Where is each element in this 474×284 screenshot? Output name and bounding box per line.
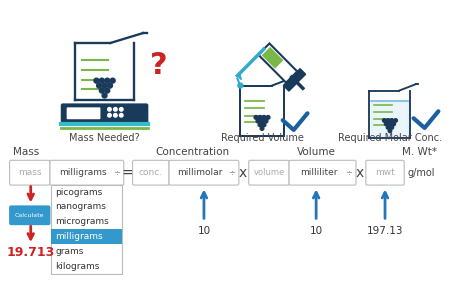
FancyBboxPatch shape bbox=[50, 160, 124, 185]
Text: ÷: ÷ bbox=[228, 168, 235, 177]
Text: =: = bbox=[122, 165, 135, 180]
Circle shape bbox=[386, 126, 390, 129]
Circle shape bbox=[97, 83, 101, 88]
Circle shape bbox=[258, 123, 262, 127]
Text: milliliter: milliliter bbox=[300, 168, 337, 177]
FancyBboxPatch shape bbox=[9, 205, 50, 225]
Text: M. Wt*: M. Wt* bbox=[402, 147, 437, 157]
FancyBboxPatch shape bbox=[249, 160, 289, 185]
Text: ?: ? bbox=[150, 51, 167, 80]
FancyBboxPatch shape bbox=[51, 229, 122, 244]
Circle shape bbox=[390, 126, 393, 129]
Text: g/mol: g/mol bbox=[408, 168, 435, 178]
FancyBboxPatch shape bbox=[133, 160, 169, 185]
Text: milligrams: milligrams bbox=[59, 168, 107, 177]
Circle shape bbox=[94, 78, 99, 83]
Text: 197.13: 197.13 bbox=[367, 226, 403, 236]
Circle shape bbox=[105, 88, 109, 93]
Circle shape bbox=[119, 114, 123, 117]
Circle shape bbox=[102, 83, 107, 88]
Circle shape bbox=[100, 78, 104, 83]
Circle shape bbox=[262, 116, 266, 119]
FancyBboxPatch shape bbox=[289, 160, 356, 185]
Circle shape bbox=[114, 108, 117, 111]
Text: 10: 10 bbox=[310, 226, 323, 236]
Text: picograms: picograms bbox=[55, 187, 102, 197]
Circle shape bbox=[254, 116, 258, 119]
Circle shape bbox=[262, 123, 266, 127]
Polygon shape bbox=[258, 43, 297, 83]
Text: Volume: Volume bbox=[296, 147, 335, 157]
Text: Required Volume: Required Volume bbox=[220, 133, 303, 143]
Circle shape bbox=[390, 119, 393, 122]
Polygon shape bbox=[237, 73, 241, 80]
Circle shape bbox=[105, 78, 109, 83]
Circle shape bbox=[384, 122, 388, 126]
Text: Required Molar Conc.: Required Molar Conc. bbox=[338, 133, 442, 143]
Circle shape bbox=[110, 78, 115, 83]
FancyBboxPatch shape bbox=[169, 160, 239, 185]
Circle shape bbox=[388, 129, 392, 133]
Polygon shape bbox=[262, 47, 283, 69]
Circle shape bbox=[266, 116, 270, 119]
Circle shape bbox=[108, 83, 112, 88]
Text: ÷: ÷ bbox=[113, 168, 120, 177]
Text: mwt: mwt bbox=[375, 168, 395, 177]
Text: conc.: conc. bbox=[139, 168, 163, 177]
Text: milligrams: milligrams bbox=[55, 232, 103, 241]
FancyBboxPatch shape bbox=[51, 185, 122, 274]
Polygon shape bbox=[283, 69, 306, 91]
Text: Calculate: Calculate bbox=[15, 213, 45, 218]
Text: Mass: Mass bbox=[13, 147, 39, 157]
Text: Concentration: Concentration bbox=[156, 147, 230, 157]
Text: millimolar: millimolar bbox=[177, 168, 223, 177]
Circle shape bbox=[260, 119, 264, 123]
Polygon shape bbox=[371, 91, 410, 137]
Text: nanograms: nanograms bbox=[55, 202, 106, 211]
Circle shape bbox=[383, 119, 386, 122]
Text: micrograms: micrograms bbox=[55, 217, 109, 226]
Text: mass: mass bbox=[18, 168, 42, 177]
Text: ÷: ÷ bbox=[345, 168, 352, 177]
Polygon shape bbox=[76, 44, 133, 99]
Circle shape bbox=[108, 114, 111, 117]
Text: kilograms: kilograms bbox=[55, 262, 100, 271]
Text: x: x bbox=[238, 166, 246, 180]
Circle shape bbox=[119, 108, 123, 111]
Circle shape bbox=[256, 119, 260, 123]
FancyBboxPatch shape bbox=[366, 160, 404, 185]
Circle shape bbox=[100, 88, 104, 93]
Text: x: x bbox=[356, 166, 364, 180]
Circle shape bbox=[258, 116, 262, 119]
Circle shape bbox=[102, 93, 107, 98]
FancyBboxPatch shape bbox=[67, 107, 100, 119]
FancyBboxPatch shape bbox=[9, 160, 50, 185]
Circle shape bbox=[264, 119, 268, 123]
Circle shape bbox=[108, 108, 111, 111]
Circle shape bbox=[114, 114, 117, 117]
Circle shape bbox=[386, 119, 390, 122]
FancyBboxPatch shape bbox=[61, 103, 148, 123]
Circle shape bbox=[394, 119, 397, 122]
Circle shape bbox=[392, 122, 395, 126]
Circle shape bbox=[238, 83, 243, 88]
Circle shape bbox=[260, 127, 264, 130]
Text: 19.713: 19.713 bbox=[7, 247, 55, 259]
Text: 10: 10 bbox=[197, 226, 210, 236]
Text: volume: volume bbox=[253, 168, 284, 177]
Circle shape bbox=[388, 122, 392, 126]
Polygon shape bbox=[241, 87, 283, 135]
Text: Mass Needed?: Mass Needed? bbox=[69, 133, 140, 143]
Text: grams: grams bbox=[55, 247, 84, 256]
